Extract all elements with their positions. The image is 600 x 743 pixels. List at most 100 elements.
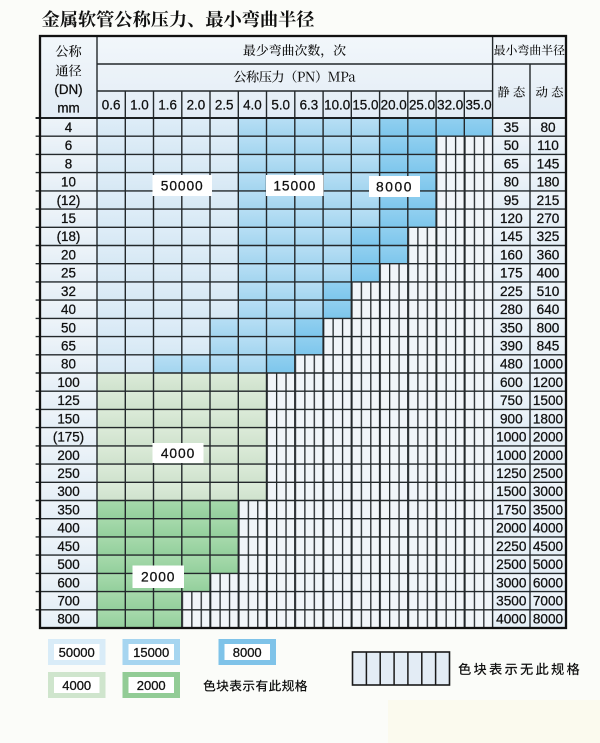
svg-text:20: 20 [61, 247, 76, 262]
svg-text:3000: 3000 [496, 575, 527, 590]
svg-text:3500: 3500 [496, 594, 527, 609]
svg-text:1800: 1800 [533, 411, 564, 426]
svg-text:(DN): (DN) [54, 82, 82, 97]
svg-text:8000: 8000 [533, 612, 564, 627]
svg-text:65: 65 [61, 339, 76, 354]
svg-text:15.0: 15.0 [352, 97, 378, 112]
svg-text:800: 800 [537, 320, 560, 335]
svg-text:2000: 2000 [141, 570, 175, 585]
svg-text:80: 80 [540, 120, 556, 135]
svg-text:360: 360 [537, 247, 560, 262]
svg-text:35.0: 35.0 [465, 97, 491, 112]
svg-text:270: 270 [537, 211, 560, 226]
svg-text:700: 700 [57, 594, 79, 609]
svg-text:mm: mm [57, 101, 79, 116]
svg-text:35: 35 [504, 120, 519, 135]
svg-text:2.0: 2.0 [187, 97, 206, 112]
svg-text:300: 300 [57, 484, 79, 499]
svg-text:100: 100 [57, 375, 79, 390]
svg-text:10: 10 [61, 175, 76, 190]
svg-text:4.0: 4.0 [243, 97, 262, 112]
svg-text:145: 145 [537, 156, 560, 171]
svg-text:1750: 1750 [496, 502, 527, 517]
svg-text:(12): (12) [57, 193, 81, 208]
svg-text:280: 280 [500, 302, 523, 317]
svg-text:6000: 6000 [533, 575, 564, 590]
svg-text:145: 145 [500, 229, 523, 244]
svg-text:32.0: 32.0 [437, 97, 463, 112]
svg-text:450: 450 [57, 539, 79, 554]
svg-text:0.6: 0.6 [102, 97, 121, 112]
svg-text:6.3: 6.3 [300, 97, 319, 112]
svg-text:750: 750 [500, 393, 523, 408]
svg-text:15000: 15000 [133, 645, 169, 660]
svg-text:25: 25 [61, 266, 76, 281]
svg-text:4000: 4000 [496, 612, 527, 627]
svg-text:65: 65 [504, 156, 519, 171]
svg-text:5.0: 5.0 [271, 97, 290, 112]
svg-text:2000: 2000 [496, 521, 527, 536]
svg-text:20.0: 20.0 [381, 97, 407, 112]
svg-text:1500: 1500 [496, 484, 527, 499]
svg-text:350: 350 [500, 320, 523, 335]
svg-text:15000: 15000 [273, 178, 316, 193]
svg-text:8000: 8000 [233, 645, 262, 660]
svg-text:845: 845 [537, 339, 560, 354]
svg-text:180: 180 [537, 175, 560, 190]
svg-text:7000: 7000 [533, 594, 564, 609]
svg-text:2000: 2000 [533, 430, 564, 445]
svg-text:4000: 4000 [161, 446, 195, 461]
svg-text:800: 800 [57, 612, 79, 627]
svg-text:1200: 1200 [533, 375, 564, 390]
svg-text:50: 50 [61, 320, 76, 335]
svg-text:50: 50 [504, 138, 520, 153]
svg-text:2500: 2500 [496, 557, 527, 572]
svg-text:50000: 50000 [59, 645, 95, 660]
svg-text:400: 400 [537, 266, 560, 281]
svg-text:200: 200 [57, 448, 79, 463]
svg-text:4000: 4000 [62, 678, 91, 693]
svg-text:1250: 1250 [496, 466, 527, 481]
svg-text:600: 600 [500, 375, 523, 390]
svg-text:80: 80 [504, 175, 520, 190]
svg-text:32: 32 [61, 284, 76, 299]
svg-text:4500: 4500 [533, 539, 564, 554]
svg-text:6: 6 [65, 138, 72, 153]
svg-text:390: 390 [500, 339, 523, 354]
svg-text:1.6: 1.6 [158, 97, 177, 112]
svg-text:120: 120 [500, 211, 523, 226]
svg-text:215: 215 [537, 193, 560, 208]
svg-text:80: 80 [61, 357, 76, 372]
svg-text:400: 400 [57, 521, 79, 536]
svg-text:2000: 2000 [533, 448, 564, 463]
svg-text:125: 125 [57, 393, 79, 408]
svg-text:40: 40 [61, 302, 76, 317]
svg-text:(175): (175) [53, 430, 84, 445]
svg-text:1000: 1000 [533, 357, 564, 372]
svg-text:600: 600 [57, 575, 79, 590]
svg-text:3000: 3000 [533, 484, 564, 499]
svg-text:160: 160 [500, 247, 523, 262]
svg-text:175: 175 [500, 266, 523, 281]
svg-text:1.0: 1.0 [130, 97, 149, 112]
svg-text:10.0: 10.0 [324, 97, 350, 112]
svg-text:(18): (18) [57, 229, 81, 244]
svg-text:2500: 2500 [533, 466, 564, 481]
svg-text:2.5: 2.5 [215, 97, 234, 112]
svg-text:8000: 8000 [376, 179, 413, 194]
svg-text:480: 480 [500, 357, 523, 372]
svg-text:50000: 50000 [161, 178, 204, 193]
svg-text:510: 510 [537, 284, 560, 299]
svg-text:1000: 1000 [496, 430, 527, 445]
svg-text:15: 15 [61, 211, 76, 226]
svg-text:325: 325 [537, 229, 560, 244]
svg-text:250: 250 [57, 466, 79, 481]
svg-text:2250: 2250 [496, 539, 527, 554]
svg-text:1000: 1000 [496, 448, 527, 463]
svg-text:225: 225 [500, 284, 523, 299]
svg-text:350: 350 [57, 502, 79, 517]
svg-text:3500: 3500 [533, 502, 564, 517]
svg-text:150: 150 [57, 411, 79, 426]
svg-text:4000: 4000 [533, 521, 564, 536]
svg-text:95: 95 [504, 193, 519, 208]
